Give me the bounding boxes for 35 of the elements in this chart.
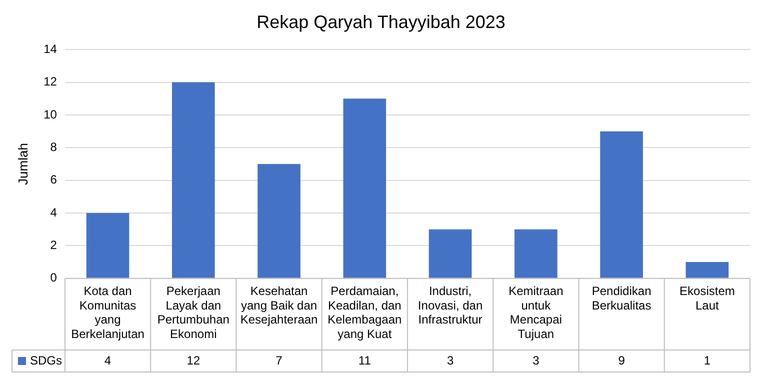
data-label: 9 [618,353,626,368]
data-label: 3 [532,353,540,368]
x-tick-label: Kesehatan yang Baik dan Kesejahteraan [240,284,318,327]
y-tick-label: 12 [44,74,58,89]
y-tick-label: 14 [44,42,58,56]
y-tick-label: 8 [50,140,58,154]
y-tick-label: 10 [44,107,58,122]
x-tick-label: Ekosistem Laut [680,284,735,312]
bar [428,229,472,278]
x-tick-label: Kemitraan untuk Mencapai Tujuan [508,284,564,342]
bar [600,131,643,278]
data-label: 7 [276,353,283,368]
y-tick-label: 6 [50,172,58,187]
bar [172,82,215,278]
bar [686,262,729,278]
y-tick-label: 0 [50,270,58,285]
data-label: 11 [358,353,372,368]
x-tick-label: Industri, Inovasi, dan Infrastruktur [418,284,483,327]
y-axis-title: Jumlah [15,143,30,185]
y-tick-label: 2 [50,238,58,252]
x-tick-label: Kota dan Komunitas yang Berkelanjutan [71,284,144,342]
data-label: 12 [186,353,200,368]
data-label: 3 [446,353,454,368]
x-tick-label: Perdamaian, Keadilan, dan Kelembagaan yang Kuat [328,284,402,342]
bar [514,229,558,278]
data-label: 1 [704,353,711,368]
data-label: 4 [104,353,112,368]
x-tick-label: Pekerjaan Layak dan Pertumbuhan Ekonomi [157,284,230,342]
legend-label: SDGs [30,353,62,368]
bar [343,98,386,278]
x-tick-label: Pendidikan Berkualitas [592,284,652,312]
bar [258,164,300,278]
y-tick-label: 4 [50,205,58,220]
chart-title: Rekap Qaryah Thayyibah 2023 [256,12,506,32]
bar [86,213,130,278]
